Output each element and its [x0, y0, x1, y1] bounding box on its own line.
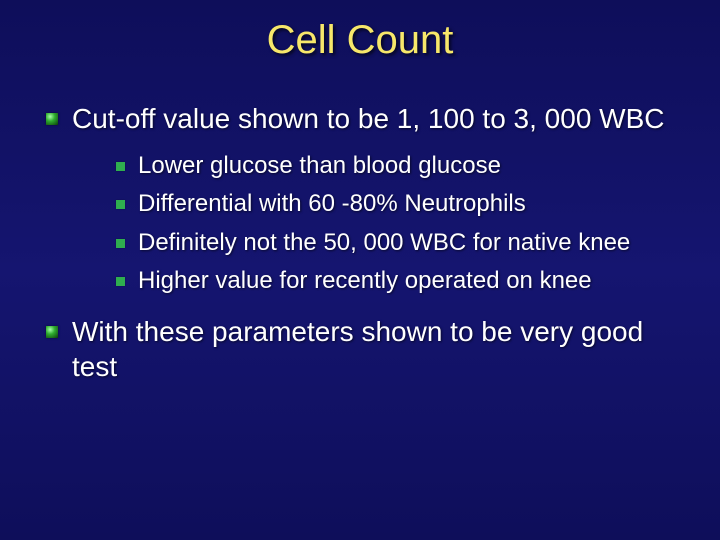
bullet-text: Differential with 60 -80% Neutrophils	[138, 190, 526, 217]
slide: Cell Count Cut-off value shown to be 1, …	[0, 0, 720, 540]
bullet-text: Higher value for recently operated on kn…	[138, 267, 592, 294]
bullet-text: Definitely not the 50, 000 WBC for nativ…	[138, 229, 630, 256]
bullet-text: Lower glucose than blood glucose	[138, 152, 501, 179]
list-item: Lower glucose than blood glucose	[112, 150, 680, 182]
bullet-text: Cut-off value shown to be 1, 100 to 3, 0…	[72, 103, 665, 134]
list-item: With these parameters shown to be very g…	[44, 314, 680, 384]
list-item: Higher value for recently operated on kn…	[112, 265, 680, 297]
slide-title: Cell Count	[40, 18, 680, 63]
list-item: Cut-off value shown to be 1, 100 to 3, 0…	[44, 101, 680, 298]
list-item: Definitely not the 50, 000 WBC for nativ…	[112, 227, 680, 259]
list-item: Differential with 60 -80% Neutrophils	[112, 188, 680, 220]
bullet-list-level2: Lower glucose than blood glucose Differe…	[112, 150, 680, 298]
bullet-text: With these parameters shown to be very g…	[72, 316, 643, 382]
bullet-list-level1: Cut-off value shown to be 1, 100 to 3, 0…	[44, 101, 680, 384]
